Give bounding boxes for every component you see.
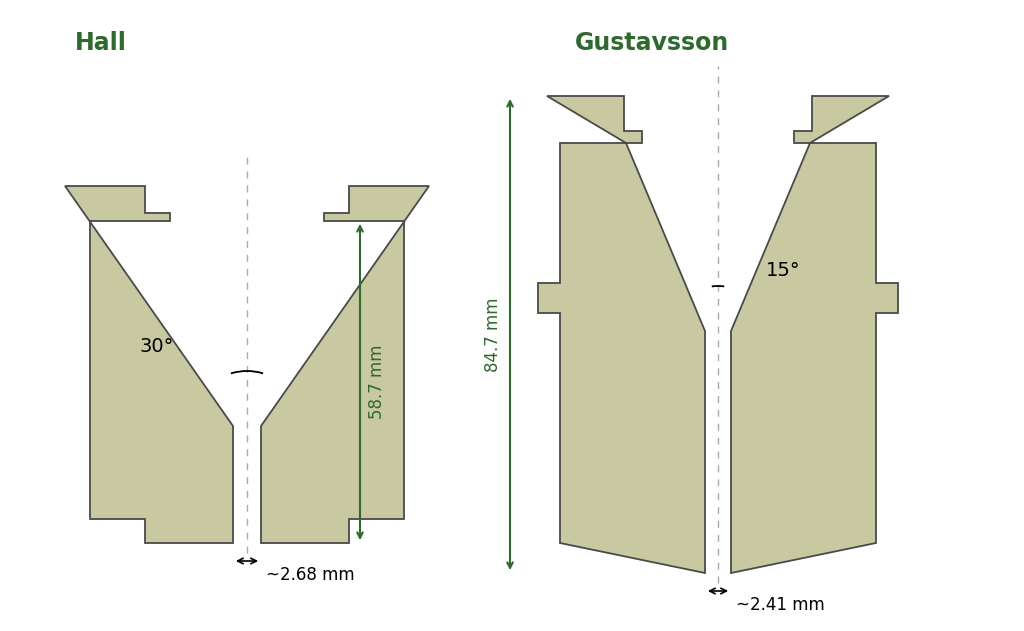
Text: Hall: Hall <box>75 31 127 55</box>
Polygon shape <box>261 186 429 543</box>
Text: 84.7 mm: 84.7 mm <box>484 297 502 372</box>
Text: 58.7 mm: 58.7 mm <box>368 345 386 419</box>
Polygon shape <box>65 186 233 543</box>
Polygon shape <box>538 96 705 573</box>
Polygon shape <box>731 96 898 573</box>
Text: ~2.41 mm: ~2.41 mm <box>736 596 824 614</box>
Text: 30°: 30° <box>140 336 174 355</box>
Text: Gustavsson: Gustavsson <box>575 31 729 55</box>
Text: 15°: 15° <box>766 261 801 281</box>
Text: ~2.68 mm: ~2.68 mm <box>266 566 354 584</box>
